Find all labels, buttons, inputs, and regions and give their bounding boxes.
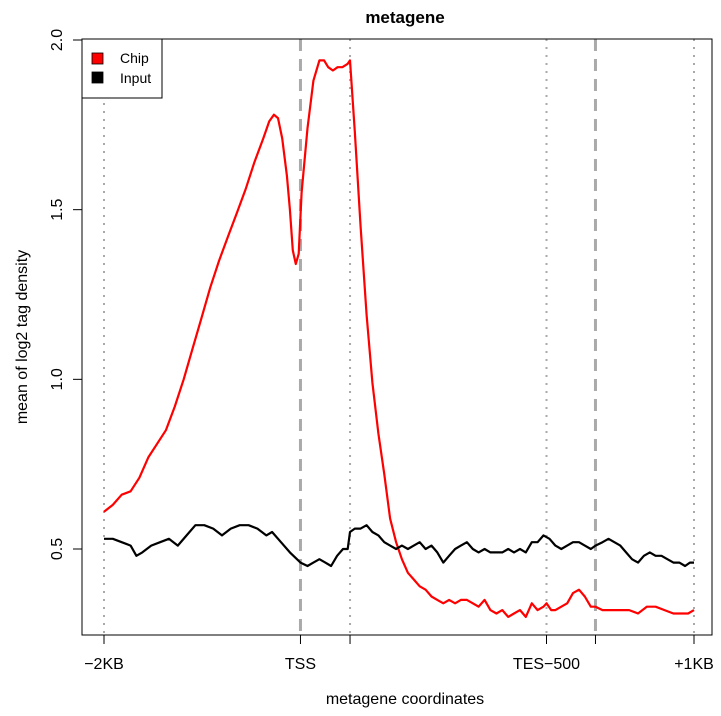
y-tick-label-0: 0.5 — [49, 538, 66, 560]
x-tick-label-0: −2KB — [84, 656, 124, 673]
y-tick-label-3: 2.0 — [49, 29, 66, 51]
x-tick-label-5: +1KB — [674, 656, 714, 673]
chart-title: metagene — [365, 8, 444, 27]
series-lines — [103, 59, 695, 618]
y-tick-label-1: 1.0 — [49, 368, 66, 390]
legend-input-label: Input — [120, 70, 151, 86]
x-tick-label-3: TES−500 — [513, 656, 580, 673]
legend-box — [81, 38, 163, 99]
legend-chip-swatch — [91, 52, 104, 65]
y-axis: 0.5 1.0 1.5 2.0 — [49, 29, 83, 560]
y-tick-label-2: 1.5 — [49, 198, 66, 220]
x-axis: −2KB TSS TES−500 +1KB — [84, 634, 714, 673]
reference-lines — [103, 39, 695, 635]
series-line-input — [104, 524, 694, 568]
legend: Chip Input — [81, 38, 163, 99]
x-tick-label-1: TSS — [285, 656, 316, 673]
legend-input-swatch — [91, 71, 104, 84]
y-axis-label: mean of log2 tag density — [14, 250, 31, 424]
legend-chip-label: Chip — [120, 50, 149, 66]
series-line-chip — [103, 59, 695, 618]
x-axis-label: metagene coordinates — [326, 691, 484, 708]
